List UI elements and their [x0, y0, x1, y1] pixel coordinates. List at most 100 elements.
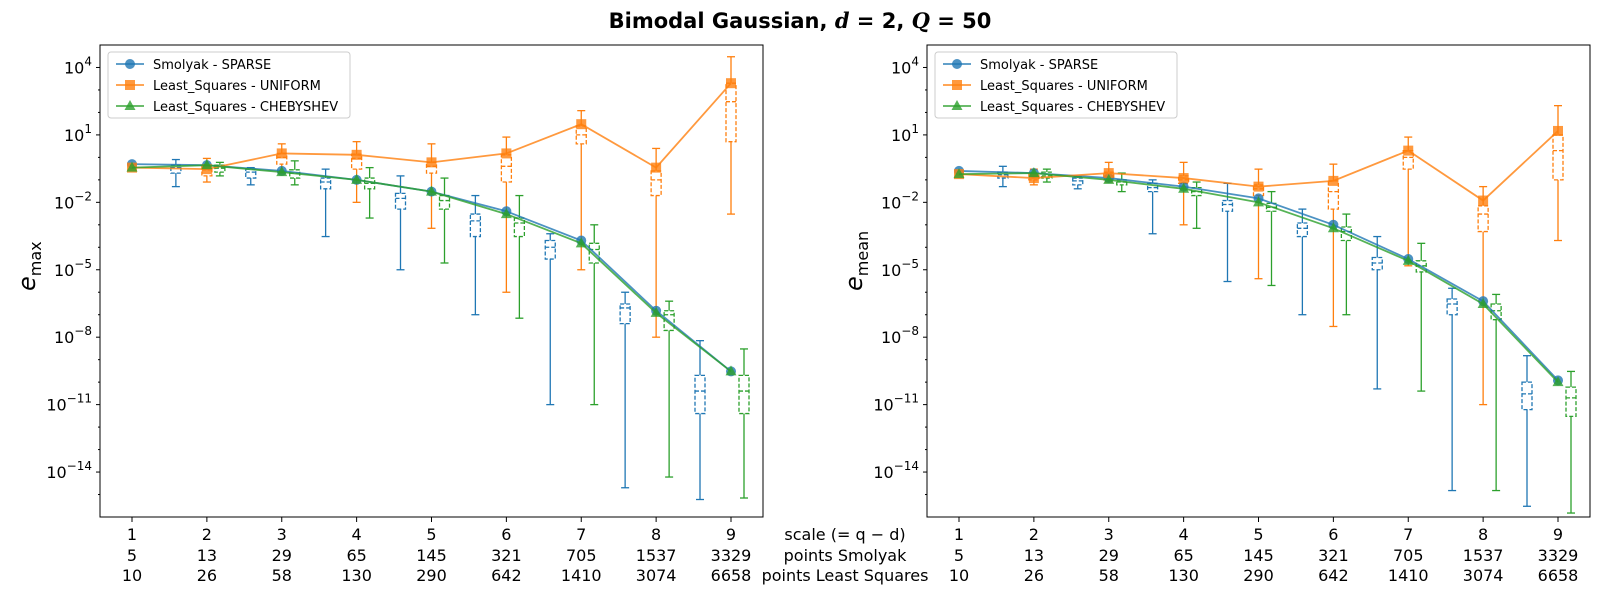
data-point	[126, 161, 138, 172]
box	[738, 374, 750, 415]
x-tick-label: 2	[1029, 525, 1039, 544]
box-plot	[544, 233, 556, 406]
y-tick-label: 10−2	[54, 189, 92, 212]
y-tick-label: 101	[64, 122, 92, 145]
box-plot	[619, 291, 631, 489]
x-tick-label: 5	[127, 546, 137, 565]
x-tick-label: 10	[949, 566, 969, 585]
box-plot	[738, 348, 750, 499]
x-row-label: points Least Squares	[762, 566, 929, 585]
data-point	[426, 157, 437, 168]
data-point	[1477, 297, 1489, 308]
legend-marker	[124, 100, 136, 110]
x-tick-label: 26	[1024, 566, 1044, 585]
data-point	[1178, 182, 1190, 193]
box	[1477, 205, 1489, 233]
data-point	[500, 208, 512, 219]
x-axis-labels: 1510213263295846513051452906321642770514…	[122, 525, 1579, 585]
box-plot	[513, 194, 526, 319]
y-tick-label: 10−8	[881, 324, 919, 347]
x-tick-label: 6658	[711, 566, 752, 585]
data-point	[276, 148, 287, 159]
x-tick-label: 13	[1024, 546, 1044, 565]
legend-box	[107, 51, 351, 119]
box-plot	[214, 161, 226, 177]
x-tick-label: 58	[272, 566, 292, 585]
data-point	[276, 166, 288, 177]
x-tick-label: 705	[1393, 546, 1424, 565]
x-tick-label: 65	[346, 546, 366, 565]
box	[725, 82, 737, 143]
x-tick-label: 8	[1478, 525, 1488, 544]
x-tick-label: 7	[576, 525, 586, 544]
box-plot	[1371, 235, 1383, 390]
x-tick-label: 130	[341, 566, 372, 585]
box	[544, 239, 556, 260]
legend-label: Least_Squares - UNIFORM	[153, 79, 321, 94]
x-row-label: scale (= q − d)	[784, 525, 905, 544]
y-tick-label: 10−11	[46, 392, 92, 415]
x-tick-label: 3329	[1538, 546, 1579, 565]
box-plot	[1296, 208, 1309, 316]
box	[1371, 256, 1383, 271]
x-tick-label: 5	[954, 546, 964, 565]
y-tick-label: 10−8	[54, 324, 92, 347]
x-tick-label: 1537	[1463, 546, 1504, 565]
x-tick-label: 705	[566, 546, 597, 565]
box-plot	[394, 175, 407, 271]
x-tick-label: 290	[1243, 566, 1274, 585]
box	[1521, 381, 1533, 411]
data-point	[1478, 195, 1489, 206]
x-tick-label: 4	[352, 525, 362, 544]
x-tick-label: 1410	[561, 566, 602, 585]
box	[694, 374, 706, 415]
x-tick-label: 3	[1104, 525, 1114, 544]
y-tick-label: 101	[891, 122, 919, 145]
data-point	[1253, 196, 1264, 207]
box-plot	[1146, 179, 1159, 235]
x-tick-label: 7	[1403, 525, 1413, 544]
box-plot	[245, 166, 257, 186]
data-point	[351, 149, 362, 160]
x-tick-label: 642	[491, 566, 522, 585]
data-point	[1178, 173, 1189, 184]
x-tick-label: 5	[426, 525, 436, 544]
box-plot	[997, 165, 1009, 188]
data-point	[201, 159, 213, 170]
x-tick-label: 1410	[1388, 566, 1429, 585]
box-plot	[170, 158, 182, 188]
legend-box	[934, 51, 1178, 119]
data-point	[953, 168, 965, 179]
x-tick-label: 321	[491, 546, 522, 565]
box-plot	[1521, 355, 1533, 507]
x-row-label: points Smolyak	[784, 546, 907, 565]
box-plot	[363, 166, 376, 219]
title-q-symbol: Q	[911, 8, 930, 33]
figure-title: Bimodal Gaussian, d = 2, Q = 50	[0, 8, 1600, 33]
box	[663, 310, 675, 332]
y-axis-label: emean	[840, 231, 872, 291]
x-tick-label: 58	[1099, 566, 1119, 585]
data-point	[1028, 167, 1040, 178]
y-tick-label: 10−14	[46, 459, 92, 482]
x-tick-label: 2	[202, 525, 212, 544]
data-point	[426, 185, 437, 196]
x-tick-label: 3329	[711, 546, 752, 565]
legend-marker	[951, 100, 963, 110]
title-prefix: Bimodal Gaussian,	[608, 9, 835, 33]
x-tick-label: 13	[197, 546, 217, 565]
x-tick-label: 3074	[636, 566, 677, 585]
data-point	[725, 365, 737, 376]
chart-panel-emax: 104 101 10−2 10−5 10−8 10−11 10−14 emax Smolyak …	[13, 44, 764, 522]
x-tick-label: 9	[1553, 525, 1563, 544]
box-plot	[663, 300, 675, 478]
data-point	[1103, 173, 1115, 184]
box	[500, 154, 513, 183]
box	[394, 192, 407, 210]
legend-marker	[125, 59, 135, 69]
box	[469, 213, 482, 238]
x-tick-label: 1	[127, 525, 137, 544]
x-tick-label: 130	[1168, 566, 1199, 585]
x-tick-label: 321	[1318, 546, 1349, 565]
box-plot	[469, 194, 482, 316]
